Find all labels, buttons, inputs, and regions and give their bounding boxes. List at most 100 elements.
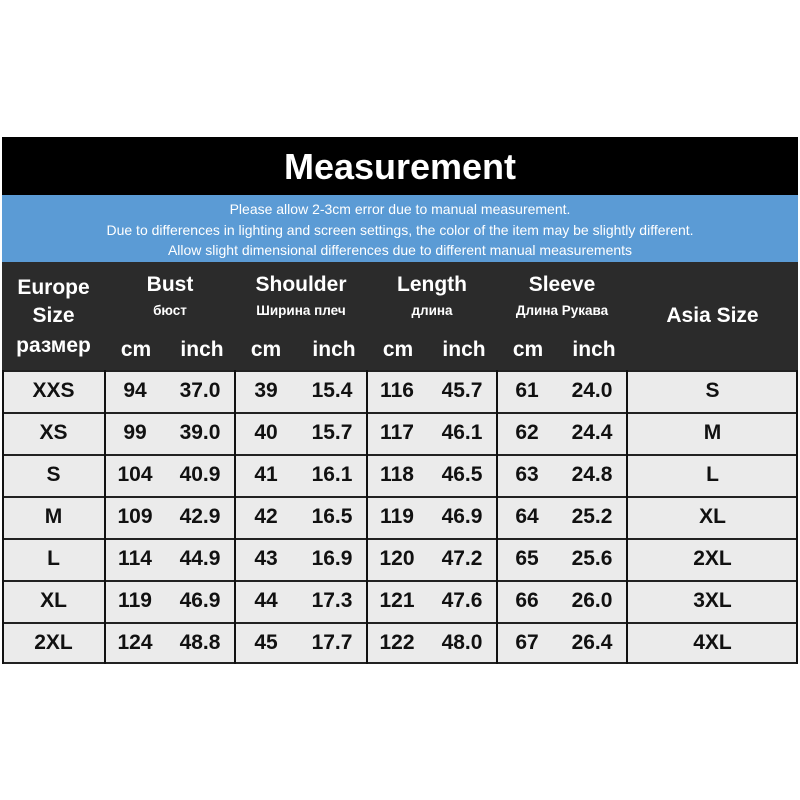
cell-asia-size: XL bbox=[627, 496, 798, 538]
unit-inch: inch bbox=[572, 338, 616, 361]
size-chart: Measurement Please allow 2-3cm error due… bbox=[2, 137, 798, 664]
header-asia-size: Asia Size bbox=[666, 304, 759, 327]
cell-sleeve-cm: 67 bbox=[497, 622, 557, 664]
header-europe-line3: размер bbox=[16, 334, 91, 357]
note-line: Please allow 2-3cm error due to manual m… bbox=[229, 201, 571, 217]
header-sleeve-sub: Длина Рукава bbox=[515, 303, 609, 318]
column-divider bbox=[234, 370, 236, 664]
cell-sleeve-inch: 24.4 bbox=[557, 412, 627, 454]
row-divider bbox=[2, 496, 798, 498]
row-divider bbox=[2, 370, 798, 372]
cell-length-inch: 48.0 bbox=[427, 622, 497, 664]
cell-shoulder-inch: 15.4 bbox=[297, 370, 367, 412]
cell-bust-cm: 94 bbox=[105, 370, 165, 412]
cell-shoulder-inch: 17.7 bbox=[297, 622, 367, 664]
header-bust-sub: бюст bbox=[153, 303, 187, 318]
cell-sleeve-inch: 25.2 bbox=[557, 496, 627, 538]
cell-length-cm: 120 bbox=[367, 538, 427, 580]
cell-length-inch: 45.7 bbox=[427, 370, 497, 412]
row-divider bbox=[2, 580, 798, 582]
cell-shoulder-inch: 16.5 bbox=[297, 496, 367, 538]
notes-banner: Please allow 2-3cm error due to manual m… bbox=[2, 195, 798, 262]
cell-length-inch: 46.9 bbox=[427, 496, 497, 538]
row-divider bbox=[2, 412, 798, 414]
cell-bust-cm: 119 bbox=[105, 580, 165, 622]
unit-cm: cm bbox=[512, 338, 544, 361]
cell-sleeve-inch: 24.0 bbox=[557, 370, 627, 412]
unit-cm: cm bbox=[250, 338, 282, 361]
cell-europe-size: S bbox=[2, 454, 105, 496]
cell-length-inch: 46.5 bbox=[427, 454, 497, 496]
column-divider bbox=[2, 370, 4, 664]
cell-shoulder-inch: 15.7 bbox=[297, 412, 367, 454]
header-shoulder: Shoulder bbox=[255, 273, 347, 296]
cell-bust-cm: 109 bbox=[105, 496, 165, 538]
cell-length-cm: 119 bbox=[367, 496, 427, 538]
cell-shoulder-inch: 16.9 bbox=[297, 538, 367, 580]
cell-bust-cm: 124 bbox=[105, 622, 165, 664]
cell-shoulder-cm: 43 bbox=[235, 538, 297, 580]
header-shoulder-sub: Ширина плеч bbox=[256, 303, 346, 318]
column-divider bbox=[796, 370, 798, 664]
cell-length-cm: 122 bbox=[367, 622, 427, 664]
cell-length-cm: 117 bbox=[367, 412, 427, 454]
note-line: Allow slight dimensional differences due… bbox=[167, 242, 633, 258]
cell-shoulder-cm: 39 bbox=[235, 370, 297, 412]
chart-title: Measurement bbox=[2, 137, 798, 195]
cell-bust-inch: 44.9 bbox=[165, 538, 235, 580]
cell-shoulder-cm: 44 bbox=[235, 580, 297, 622]
column-divider bbox=[366, 370, 368, 664]
header-length-sub: длина bbox=[411, 303, 453, 318]
unit-cm: cm bbox=[382, 338, 414, 361]
cell-sleeve-inch: 24.8 bbox=[557, 454, 627, 496]
cell-length-cm: 116 bbox=[367, 370, 427, 412]
table-body: XXS 94 37.0 39 15.4 116 45.7 61 24.0 S XS 99 39.0 40 1… bbox=[2, 370, 798, 664]
cell-sleeve-inch: 26.0 bbox=[557, 580, 627, 622]
cell-sleeve-cm: 63 bbox=[497, 454, 557, 496]
row-divider bbox=[2, 538, 798, 540]
cell-sleeve-cm: 61 bbox=[497, 370, 557, 412]
row-divider bbox=[2, 454, 798, 456]
cell-shoulder-inch: 16.1 bbox=[297, 454, 367, 496]
cell-europe-size: XXS bbox=[2, 370, 105, 412]
cell-asia-size: L bbox=[627, 454, 798, 496]
cell-europe-size: M bbox=[2, 496, 105, 538]
cell-shoulder-cm: 40 bbox=[235, 412, 297, 454]
cell-bust-inch: 48.8 bbox=[165, 622, 235, 664]
cell-shoulder-cm: 41 bbox=[235, 454, 297, 496]
cell-length-cm: 118 bbox=[367, 454, 427, 496]
cell-length-cm: 121 bbox=[367, 580, 427, 622]
row-divider bbox=[2, 662, 798, 664]
cell-bust-inch: 42.9 bbox=[165, 496, 235, 538]
header-length: Length bbox=[397, 273, 467, 296]
row-divider bbox=[2, 622, 798, 624]
cell-bust-inch: 46.9 bbox=[165, 580, 235, 622]
cell-bust-cm: 114 bbox=[105, 538, 165, 580]
header-europe-line2: Size bbox=[32, 304, 75, 327]
cell-sleeve-inch: 26.4 bbox=[557, 622, 627, 664]
cell-shoulder-cm: 42 bbox=[235, 496, 297, 538]
header-europe-line1: Europe bbox=[17, 276, 90, 299]
cell-shoulder-inch: 17.3 bbox=[297, 580, 367, 622]
cell-europe-size: XS bbox=[2, 412, 105, 454]
cell-sleeve-cm: 65 bbox=[497, 538, 557, 580]
cell-bust-inch: 40.9 bbox=[165, 454, 235, 496]
cell-sleeve-cm: 66 bbox=[497, 580, 557, 622]
cell-europe-size: XL bbox=[2, 580, 105, 622]
table-header: Europe Size размер Bust бюст Shoulder Ши… bbox=[2, 262, 798, 370]
cell-asia-size: 2XL bbox=[627, 538, 798, 580]
cell-asia-size: 3XL bbox=[627, 580, 798, 622]
cell-asia-size: 4XL bbox=[627, 622, 798, 664]
cell-sleeve-cm: 64 bbox=[497, 496, 557, 538]
header-sleeve: Sleeve bbox=[528, 273, 596, 296]
cell-length-inch: 46.1 bbox=[427, 412, 497, 454]
unit-cm: cm bbox=[120, 338, 152, 361]
unit-inch: inch bbox=[442, 338, 486, 361]
cell-bust-inch: 37.0 bbox=[165, 370, 235, 412]
cell-europe-size: L bbox=[2, 538, 105, 580]
column-divider bbox=[104, 370, 106, 664]
cell-shoulder-cm: 45 bbox=[235, 622, 297, 664]
cell-bust-cm: 104 bbox=[105, 454, 165, 496]
cell-length-inch: 47.2 bbox=[427, 538, 497, 580]
cell-sleeve-inch: 25.6 bbox=[557, 538, 627, 580]
